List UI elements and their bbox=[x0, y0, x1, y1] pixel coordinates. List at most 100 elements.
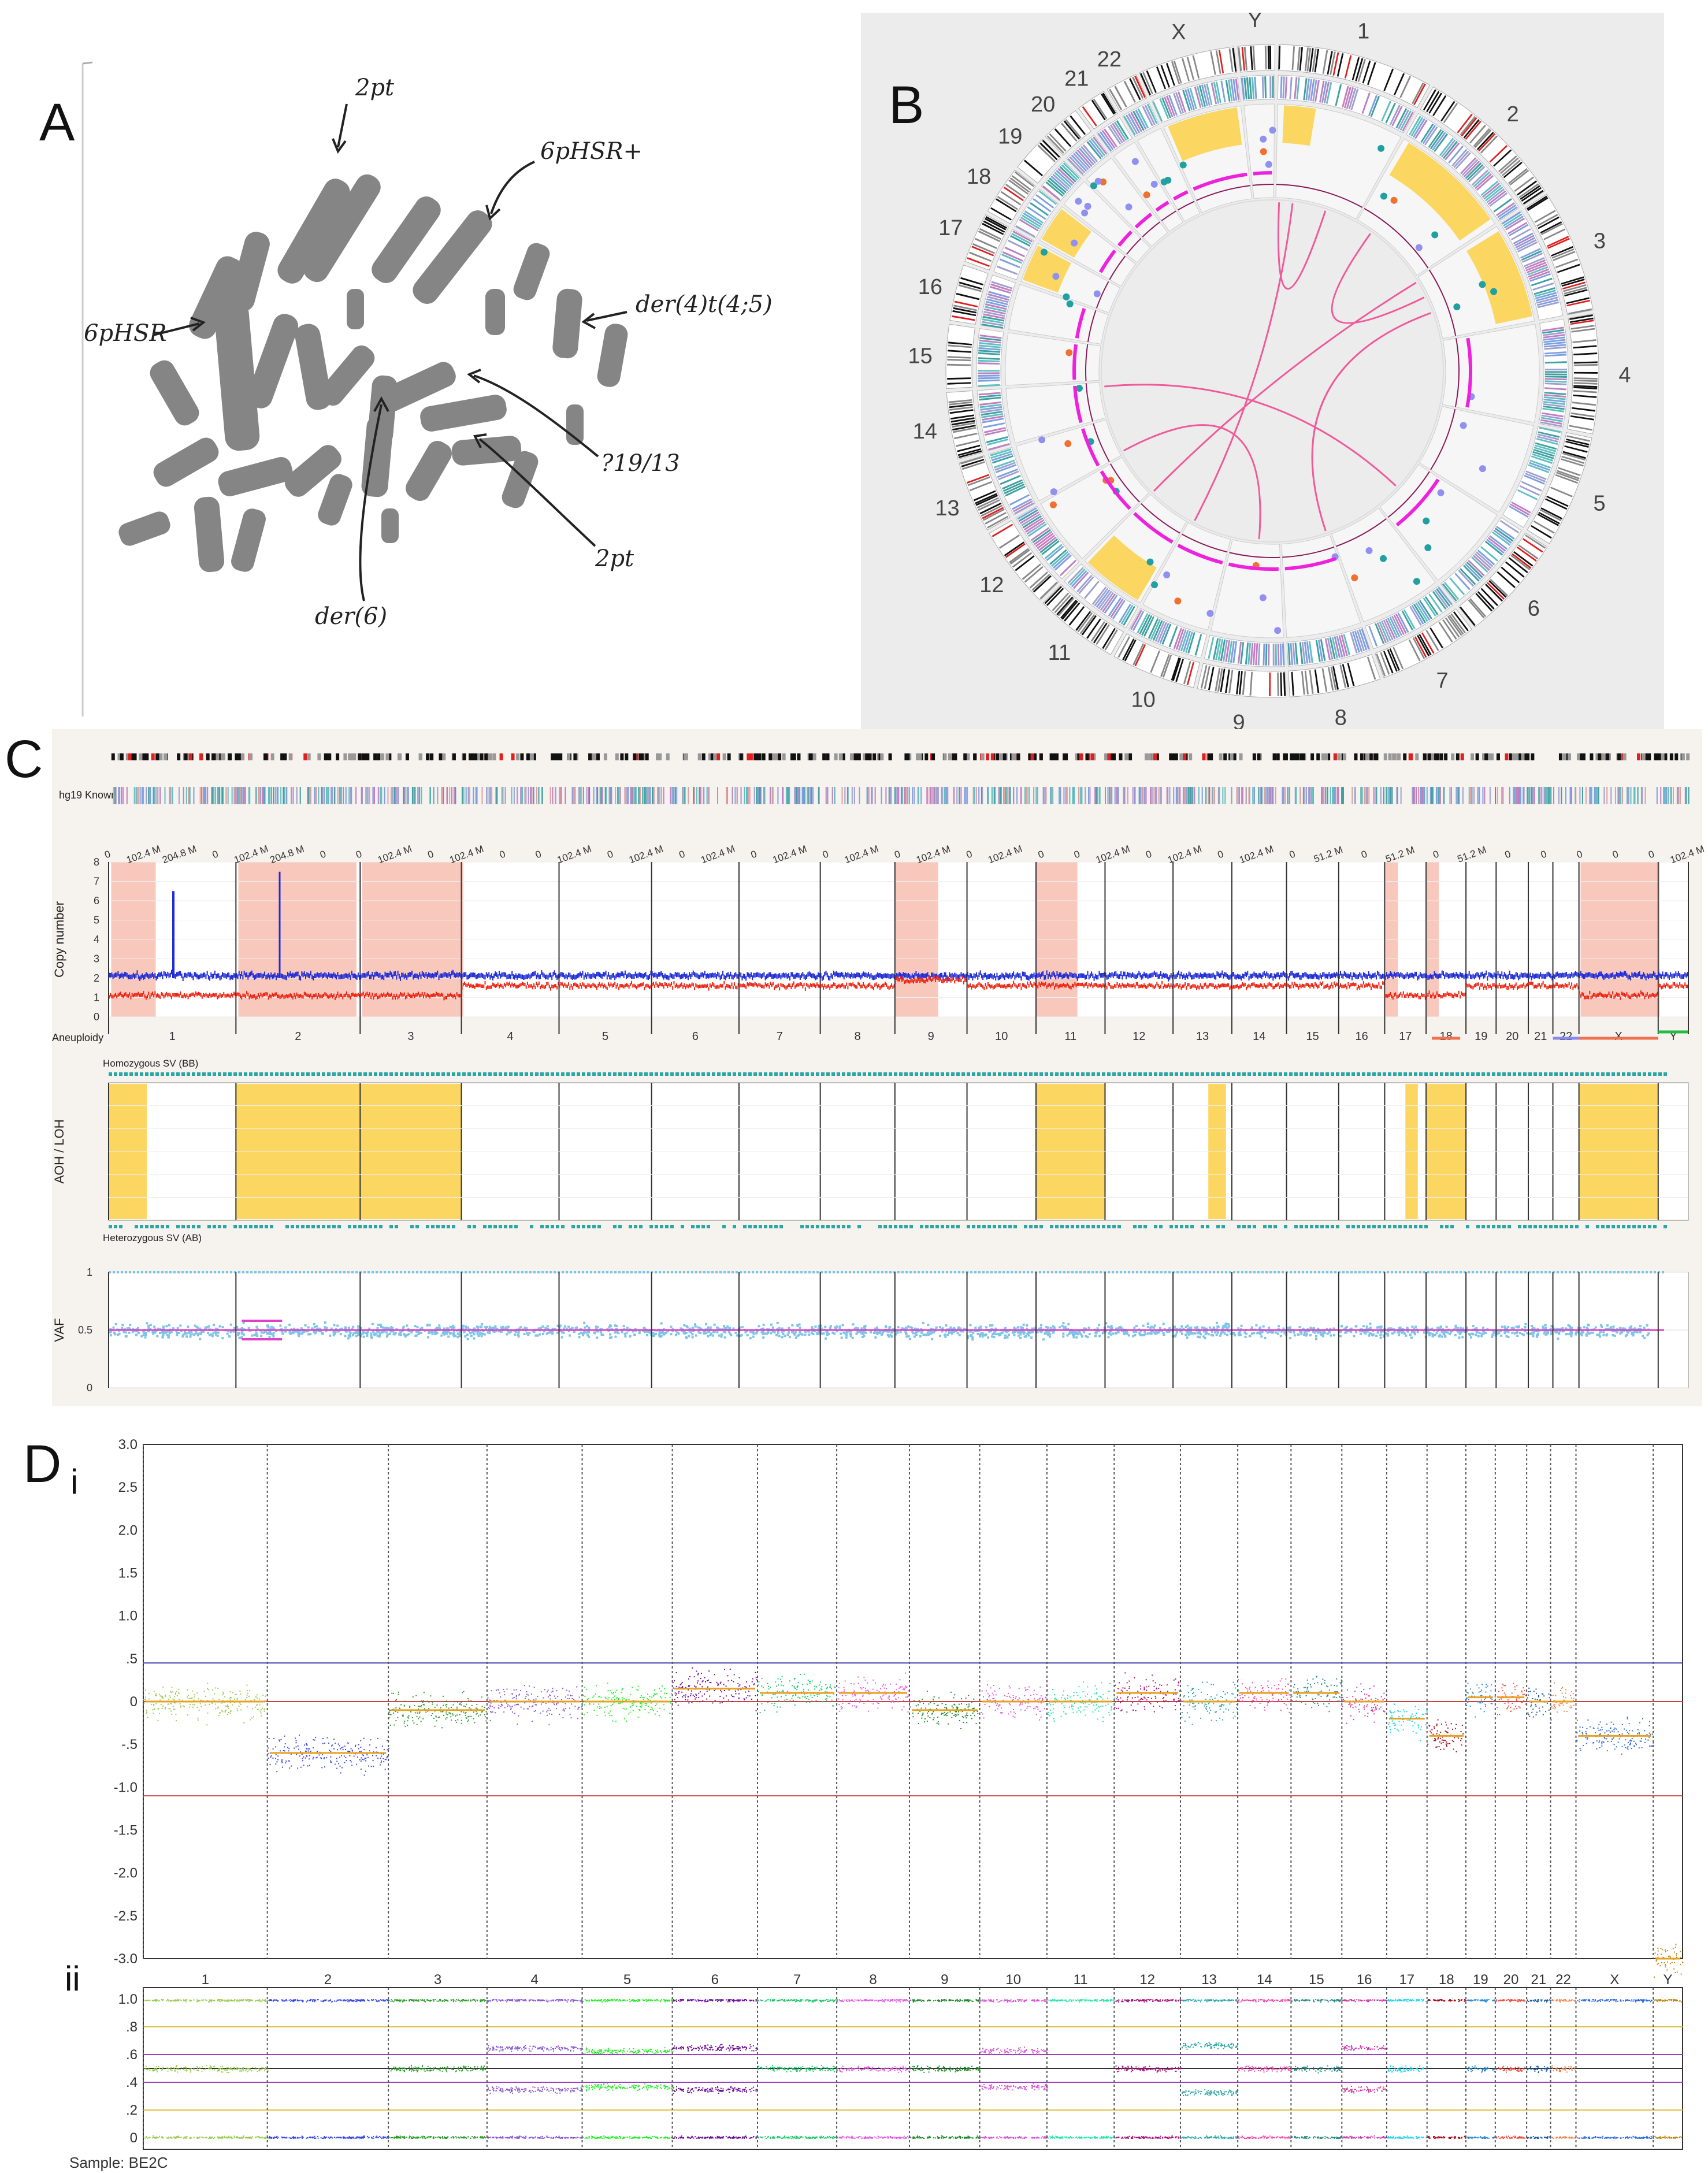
gene-mark bbox=[627, 787, 629, 804]
ideogram-band bbox=[1015, 555, 1035, 571]
cn-total-point bbox=[310, 971, 311, 976]
gene-band bbox=[979, 342, 1001, 346]
data-track-segment bbox=[1063, 181, 1151, 263]
cytoband-mark bbox=[1598, 753, 1602, 760]
gene-band bbox=[1511, 501, 1531, 514]
ideogram-band bbox=[955, 440, 979, 447]
cn-minor-point bbox=[1661, 986, 1662, 990]
cn-minor-point bbox=[1479, 986, 1480, 990]
cn-minor-point bbox=[525, 985, 527, 989]
cn-minor-point bbox=[1243, 983, 1245, 987]
gene-band bbox=[1227, 79, 1233, 102]
gene-band bbox=[984, 308, 1006, 315]
cytoband-mark bbox=[499, 753, 503, 760]
cn-total-point bbox=[1071, 973, 1073, 978]
gene-mark bbox=[1549, 787, 1550, 804]
cn-total-point bbox=[477, 974, 478, 979]
cn-minor-point bbox=[1595, 994, 1597, 998]
cn-total-point bbox=[1375, 975, 1377, 980]
cn-minor-point bbox=[222, 994, 224, 998]
cn-minor-point bbox=[701, 984, 703, 988]
gene-mark bbox=[808, 787, 810, 804]
cn-minor-point bbox=[849, 982, 851, 986]
cn-minor-point bbox=[357, 993, 359, 997]
cn-baseline bbox=[1126, 238, 1142, 255]
cn-total-point bbox=[359, 975, 361, 980]
gene-band bbox=[1327, 637, 1334, 660]
gene-mark bbox=[960, 787, 962, 804]
gene-mark bbox=[798, 787, 800, 804]
cn-total-point bbox=[1472, 974, 1474, 979]
ideogram-band bbox=[1564, 445, 1588, 453]
cytoband-mark bbox=[1219, 753, 1223, 760]
cn-minor-point bbox=[1122, 982, 1123, 986]
gene-band bbox=[978, 352, 1000, 355]
gene-mark bbox=[699, 787, 700, 804]
gene-band bbox=[1272, 76, 1274, 99]
gene-mark bbox=[1241, 787, 1243, 804]
ideogram-band bbox=[1134, 644, 1146, 667]
cn-minor-point bbox=[1260, 983, 1261, 987]
snv-point bbox=[1479, 281, 1486, 288]
snv-point bbox=[1274, 627, 1282, 634]
cn-minor-point bbox=[1512, 985, 1513, 989]
cn-minor-point bbox=[1658, 983, 1659, 987]
cn-total-point bbox=[1471, 974, 1473, 979]
gene-band bbox=[1536, 299, 1559, 306]
gene-mark bbox=[1455, 787, 1457, 804]
cn-minor-point bbox=[1125, 985, 1127, 989]
cn-total-point bbox=[1022, 971, 1023, 976]
cn-total-point bbox=[573, 974, 574, 979]
gene-band bbox=[1101, 129, 1116, 149]
cn-minor-point bbox=[140, 993, 142, 997]
cn-total-point bbox=[1219, 973, 1220, 978]
cytoband-mark bbox=[1661, 753, 1665, 760]
gene-mark bbox=[1373, 787, 1375, 804]
cn-total-point bbox=[1287, 976, 1289, 981]
cn-minor-point bbox=[256, 995, 258, 999]
cn-total-point bbox=[534, 971, 536, 976]
ideogram-band bbox=[1445, 617, 1460, 638]
cn-minor-point bbox=[1098, 984, 1100, 988]
cn-total-point bbox=[910, 975, 912, 980]
ideogram-band bbox=[1217, 668, 1223, 692]
gene-mark bbox=[141, 787, 143, 804]
cn-total-point bbox=[836, 971, 837, 976]
chromosome-label: 8 bbox=[855, 1030, 861, 1043]
gene-mark bbox=[905, 787, 907, 804]
chromosome-label: 3 bbox=[1594, 229, 1606, 254]
cn-minor-point bbox=[997, 983, 999, 987]
cn-minor-point bbox=[204, 993, 206, 997]
cn-minor-point bbox=[1472, 986, 1474, 990]
cn-minor-point bbox=[261, 994, 263, 998]
cn-total-point bbox=[1581, 973, 1583, 978]
cn-total-point bbox=[1228, 975, 1230, 980]
cn-total-point bbox=[1613, 974, 1615, 979]
cn-total-point bbox=[650, 971, 652, 976]
cn-total-point bbox=[150, 973, 152, 978]
cn-minor-point bbox=[1281, 985, 1283, 989]
cn-minor-point bbox=[287, 994, 288, 998]
ideogram-band bbox=[1421, 632, 1435, 654]
gene-mark bbox=[1066, 787, 1068, 804]
gene-band bbox=[1476, 551, 1494, 567]
cn-segment bbox=[1075, 308, 1086, 339]
cn-minor-point bbox=[241, 996, 243, 1000]
cn-minor-point bbox=[757, 984, 759, 988]
cn-total-point bbox=[979, 970, 981, 975]
cytoband-mark bbox=[1276, 753, 1280, 760]
ideogram-band bbox=[1150, 650, 1161, 673]
ideogram-band bbox=[1469, 598, 1487, 618]
gene-mark bbox=[946, 787, 948, 804]
cn-total-point bbox=[547, 975, 549, 980]
gene-band bbox=[1504, 216, 1524, 229]
gene-mark bbox=[222, 787, 224, 804]
cn-minor-point bbox=[1046, 985, 1048, 989]
gene-band bbox=[1542, 329, 1565, 334]
cn-minor-point bbox=[442, 993, 444, 997]
cytoband-mark bbox=[211, 753, 216, 760]
cn-minor-point bbox=[416, 993, 418, 997]
ideogram-band bbox=[1478, 133, 1496, 152]
cn-minor-point bbox=[866, 984, 868, 988]
cn-total-point bbox=[471, 972, 473, 978]
